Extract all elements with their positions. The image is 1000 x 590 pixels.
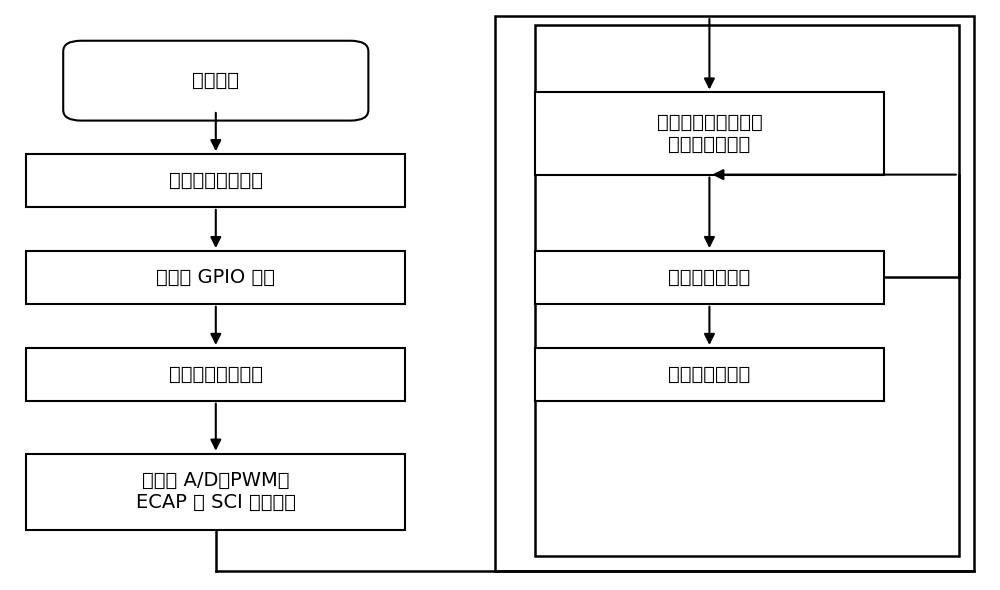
Text: 初始化中断向量表: 初始化中断向量表 <box>169 365 263 384</box>
FancyBboxPatch shape <box>26 154 405 207</box>
Text: 载入基于支持向量机
的故障诊断模型: 载入基于支持向量机 的故障诊断模型 <box>657 113 762 154</box>
FancyBboxPatch shape <box>535 348 884 401</box>
FancyBboxPatch shape <box>63 41 368 120</box>
Text: 初始化 A/D、PWM、
ECAP 和 SCI 等功能模: 初始化 A/D、PWM、 ECAP 和 SCI 等功能模 <box>136 471 296 512</box>
Text: 初始化 GPIO 端口: 初始化 GPIO 端口 <box>156 268 275 287</box>
FancyBboxPatch shape <box>535 251 884 304</box>
FancyBboxPatch shape <box>26 251 405 304</box>
FancyBboxPatch shape <box>26 348 405 401</box>
Bar <box>535 25 959 556</box>
Text: 主程序入: 主程序入 <box>192 71 239 90</box>
Bar <box>495 16 974 571</box>
FancyBboxPatch shape <box>26 454 405 530</box>
Text: 故障诊断子程序: 故障诊断子程序 <box>668 268 751 287</box>
Text: 显示故诊断结果: 显示故诊断结果 <box>668 365 751 384</box>
Text: 初始化系统寄存器: 初始化系统寄存器 <box>169 171 263 190</box>
FancyBboxPatch shape <box>535 93 884 175</box>
